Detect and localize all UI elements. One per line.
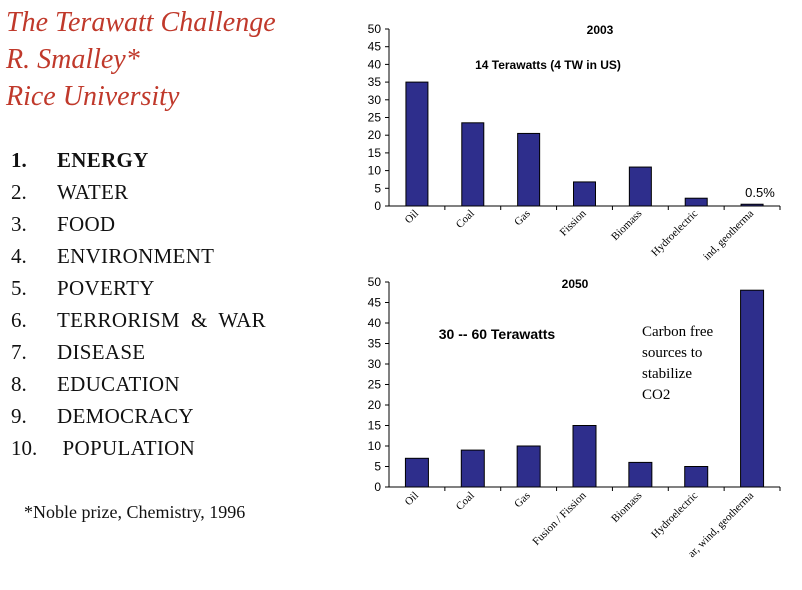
chart-subtitle: 14 Terawatts (4 TW in US) <box>475 58 621 72</box>
list-item-number: 1. <box>11 148 27 172</box>
y-tick-label: 40 <box>368 57 382 71</box>
list-item-label: FOOD <box>57 212 116 236</box>
x-tick-label: Coal <box>454 208 477 231</box>
y-tick-label: 10 <box>368 439 382 453</box>
footnote: *Noble prize, Chemistry, 1996 <box>24 502 246 522</box>
list-item: 9. DEMOCRACY <box>11 400 266 432</box>
y-tick-label: 35 <box>368 337 382 351</box>
list-item: 8. EDUCATION <box>11 368 266 400</box>
y-tick-label: 25 <box>368 111 382 125</box>
chart-title: 2003 <box>587 23 614 37</box>
x-tick-label: Coal <box>454 490 477 513</box>
list-item-label: ENVIRONMENT <box>57 244 215 268</box>
list-item-number: 9. <box>11 404 27 428</box>
x-tick-label: Hydroelectric <box>649 208 700 259</box>
x-tick-label: ind, geotherma <box>701 208 756 263</box>
y-tick-label: 0 <box>374 199 381 213</box>
x-tick-label: Biomass <box>609 490 644 525</box>
y-tick-label: 0 <box>374 480 381 494</box>
list-item-number: 2. <box>11 180 27 204</box>
bar-gas <box>517 132 541 207</box>
bar-coal <box>461 122 485 207</box>
chart-subtitle: 30 -- 60 Terawatts <box>439 326 556 342</box>
annotation-line: stabilize <box>642 366 692 382</box>
x-tick-label: Oil <box>403 208 421 226</box>
list-item-number: 7. <box>11 340 27 364</box>
slide-title: The Terawatt Challenge R. Smalley* Rice … <box>6 4 276 115</box>
bar-ind-geotherma <box>740 203 764 207</box>
bar-fission <box>573 181 596 207</box>
bar-hydroelectric <box>684 197 708 207</box>
list-item: 7. DISEASE <box>11 336 266 368</box>
annotation-label: 0.5% <box>745 185 775 200</box>
bar-oil <box>405 81 429 207</box>
y-tick-label: 25 <box>368 378 382 392</box>
y-tick-label: 20 <box>368 398 382 412</box>
list-item: 1. ENERGY <box>11 144 266 176</box>
bar-coal <box>460 449 485 488</box>
y-tick-label: 10 <box>368 164 382 178</box>
list-item: 2. WATER <box>11 176 266 208</box>
list-item-label: DISEASE <box>57 340 146 364</box>
bar-fusion-fission <box>572 425 597 488</box>
title-line-2: R. Smalley* <box>6 44 140 75</box>
annotation-line: Carbon free <box>642 324 714 340</box>
y-tick-label: 15 <box>368 146 382 160</box>
list-item: 4. ENVIRONMENT <box>11 240 266 272</box>
title-line-1: The Terawatt Challenge <box>6 7 276 38</box>
y-tick-label: 35 <box>368 75 382 89</box>
list-item: 5. POVERTY <box>11 272 266 304</box>
x-tick-label: Gas <box>512 490 533 511</box>
y-tick-label: 40 <box>368 316 382 330</box>
list-item-number: 8. <box>11 372 27 396</box>
bar-oil <box>404 457 429 488</box>
y-tick-label: 50 <box>368 275 382 289</box>
y-tick-label: 30 <box>368 93 382 107</box>
bar-gas <box>516 445 541 488</box>
x-tick-label: Fusion / Fission <box>530 489 589 548</box>
list-item-number: 6. <box>11 308 27 332</box>
list-item-label: POVERTY <box>57 276 155 300</box>
list-item-number: 5. <box>11 276 27 300</box>
chart-title: 2050 <box>562 277 589 291</box>
bar-biomass <box>628 166 652 207</box>
y-tick-label: 45 <box>368 296 382 310</box>
list-item-label: TERRORISM & WAR <box>57 308 266 332</box>
list-item-label: DEMOCRACY <box>57 404 194 428</box>
list-item-number: 10. <box>11 436 38 460</box>
y-tick-label: 45 <box>368 40 382 54</box>
y-tick-label: 5 <box>374 181 381 195</box>
list-item-label: POPULATION <box>57 436 196 460</box>
y-tick-label: 15 <box>368 419 382 433</box>
bar-biomass <box>628 461 653 488</box>
list-item-number: 3. <box>11 212 27 236</box>
bar-hydroelectric <box>684 466 709 488</box>
list-item-label: ENERGY <box>57 148 149 172</box>
challenge-list: 1. ENERGY 2. WATER 3. FOOD 4. ENVIRONMENT 5.… <box>11 144 266 464</box>
annotation-line: sources to <box>642 345 702 361</box>
x-tick-label: Hydroelectric <box>649 490 700 541</box>
x-tick-label: Oil <box>403 490 421 508</box>
y-tick-label: 30 <box>368 357 382 371</box>
list-item-number: 4. <box>11 244 27 268</box>
x-tick-label: Biomass <box>609 208 644 243</box>
bar-ar-wind-geotherma <box>740 289 765 488</box>
title-line-3: Rice University <box>6 81 180 112</box>
x-tick-label: Fission <box>558 207 589 238</box>
annotation-line: CO2 <box>642 387 670 403</box>
list-item: 10. POPULATION <box>11 432 266 464</box>
list-item: 3. FOOD <box>11 208 266 240</box>
x-tick-label: Gas <box>512 208 533 229</box>
list-item: 6. TERRORISM & WAR <box>11 304 266 336</box>
chart-2003: 0 5 10 15 20 25 30 35 40 45 50 Oil Coal Gas Fission Bio… <box>368 22 781 263</box>
y-tick-label: 20 <box>368 128 382 142</box>
y-tick-label: 50 <box>368 22 382 36</box>
list-item-label: WATER <box>57 180 129 204</box>
y-tick-label: 5 <box>374 460 381 474</box>
list-item-label: EDUCATION <box>57 372 180 396</box>
